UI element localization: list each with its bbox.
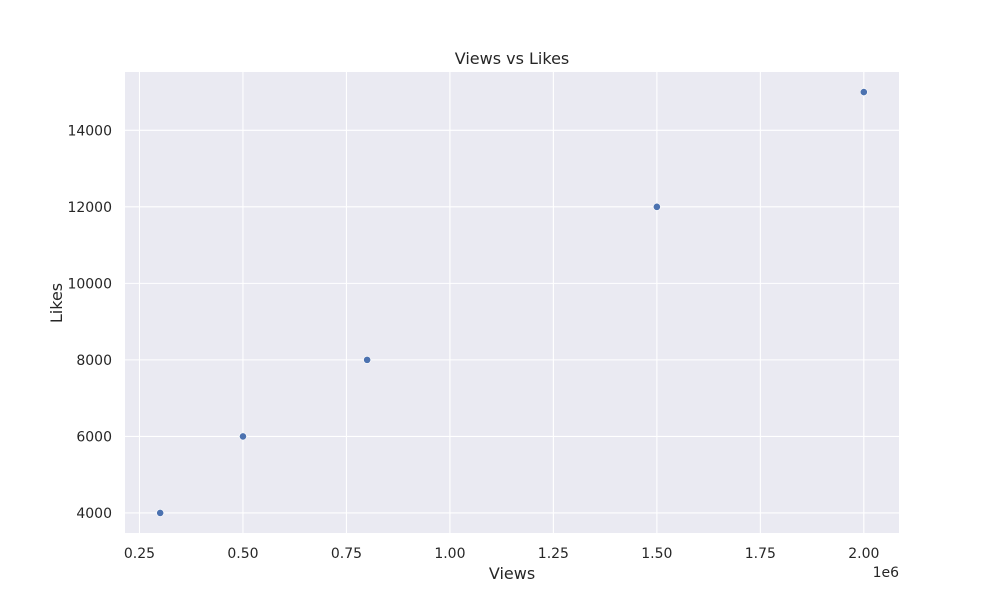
x-tick-label: 0.50: [227, 546, 258, 562]
x-tick-label: 1.25: [538, 546, 569, 562]
y-tick-label: 4000: [76, 506, 112, 522]
y-axis-label: Likes: [47, 283, 66, 323]
data-point: [156, 509, 165, 517]
y-tick-labels: 4000 6000 8000 10000 12000 14000: [67, 123, 112, 522]
x-axis-offset-label: 1e6: [873, 565, 900, 581]
data-point: [239, 432, 247, 441]
x-tick-labels: 0.25 0.50 0.75 1.00 1.25 1.50 1.75 2.00: [124, 546, 880, 562]
y-tick-label: 12000: [67, 200, 112, 216]
y-tick-label: 6000: [76, 429, 112, 445]
x-tick-label: 2.00: [848, 546, 879, 562]
x-tick-label: 0.25: [124, 546, 155, 562]
data-points: [156, 88, 868, 517]
x-gridlines: [138, 72, 865, 533]
y-tick-label: 14000: [67, 123, 112, 139]
chart-title: Views vs Likes: [455, 49, 570, 68]
x-axis-label: Views: [489, 564, 535, 583]
data-point: [652, 202, 661, 211]
plot-area: [125, 72, 899, 533]
x-tick-label: 0.75: [331, 546, 362, 562]
x-tick-label: 1.50: [641, 546, 672, 562]
x-tick-label: 1.75: [745, 546, 776, 562]
data-point: [363, 355, 372, 364]
y-gridlines: [125, 129, 899, 514]
data-point: [859, 88, 868, 96]
x-tick-label: 1.00: [434, 546, 465, 562]
y-tick-label: 10000: [67, 276, 112, 292]
y-tick-label: 8000: [76, 353, 112, 369]
